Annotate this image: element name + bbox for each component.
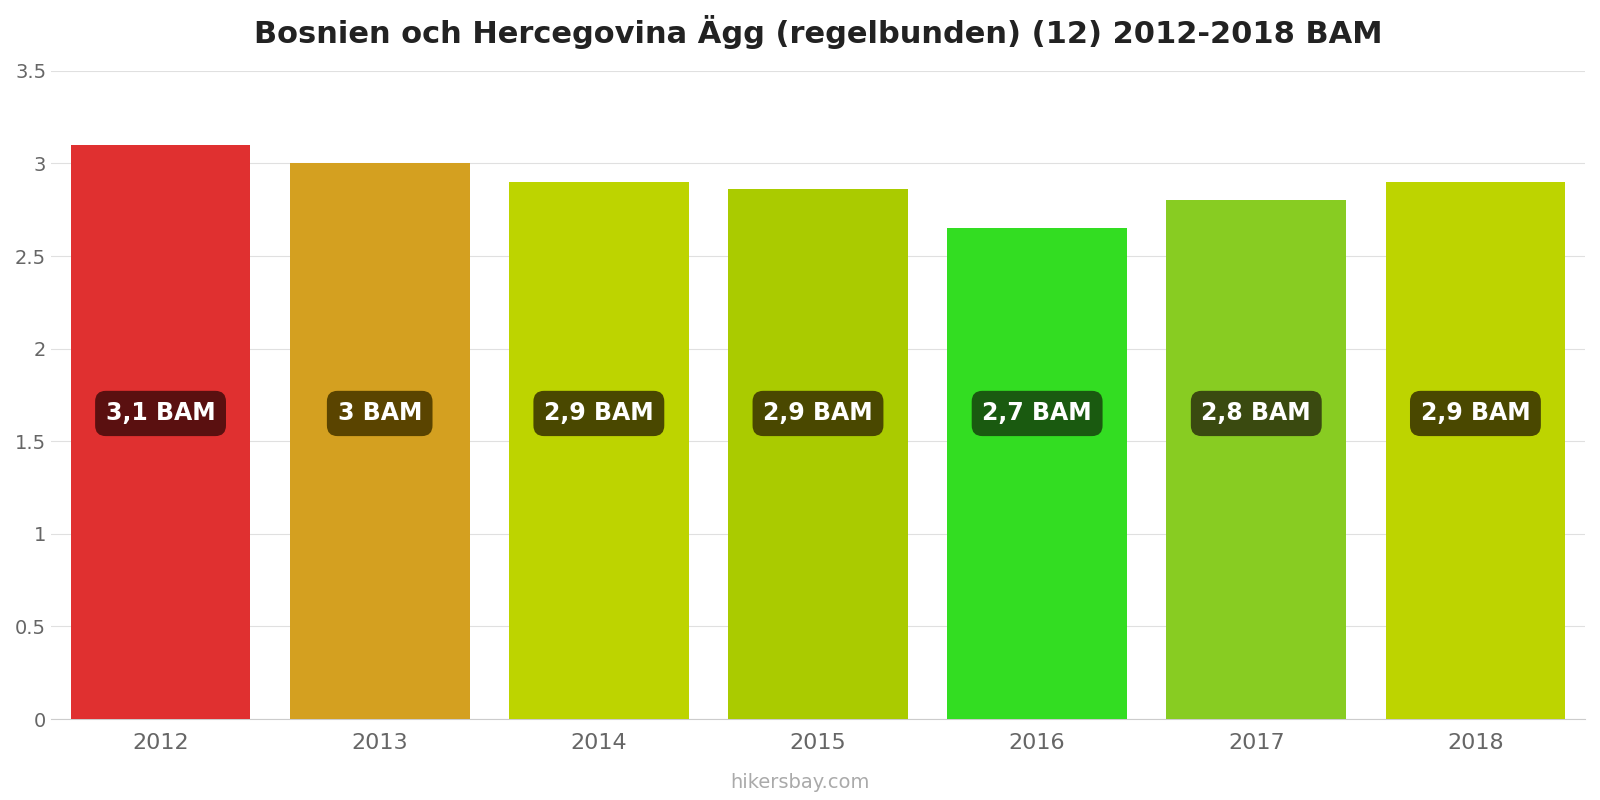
Bar (728, 190, 907, 719)
Text: 2,7 BAM: 2,7 BAM (982, 402, 1091, 426)
Bar (1386, 182, 1565, 719)
Text: 2,9 BAM: 2,9 BAM (763, 402, 874, 426)
Title: Bosnien och Hercegovina Ägg (regelbunden) (12) 2012-2018 BAM: Bosnien och Hercegovina Ägg (regelbunden… (254, 15, 1382, 49)
Bar (509, 182, 688, 719)
Text: hikersbay.com: hikersbay.com (730, 773, 870, 792)
Text: 2,9 BAM: 2,9 BAM (544, 402, 654, 426)
Bar (290, 163, 469, 719)
Text: 2,8 BAM: 2,8 BAM (1202, 402, 1310, 426)
Text: 3,1 BAM: 3,1 BAM (106, 402, 216, 426)
Bar (947, 228, 1126, 719)
Text: 2,9 BAM: 2,9 BAM (1421, 402, 1530, 426)
Text: 3 BAM: 3 BAM (338, 402, 422, 426)
Bar (70, 145, 251, 719)
Bar (1166, 201, 1346, 719)
